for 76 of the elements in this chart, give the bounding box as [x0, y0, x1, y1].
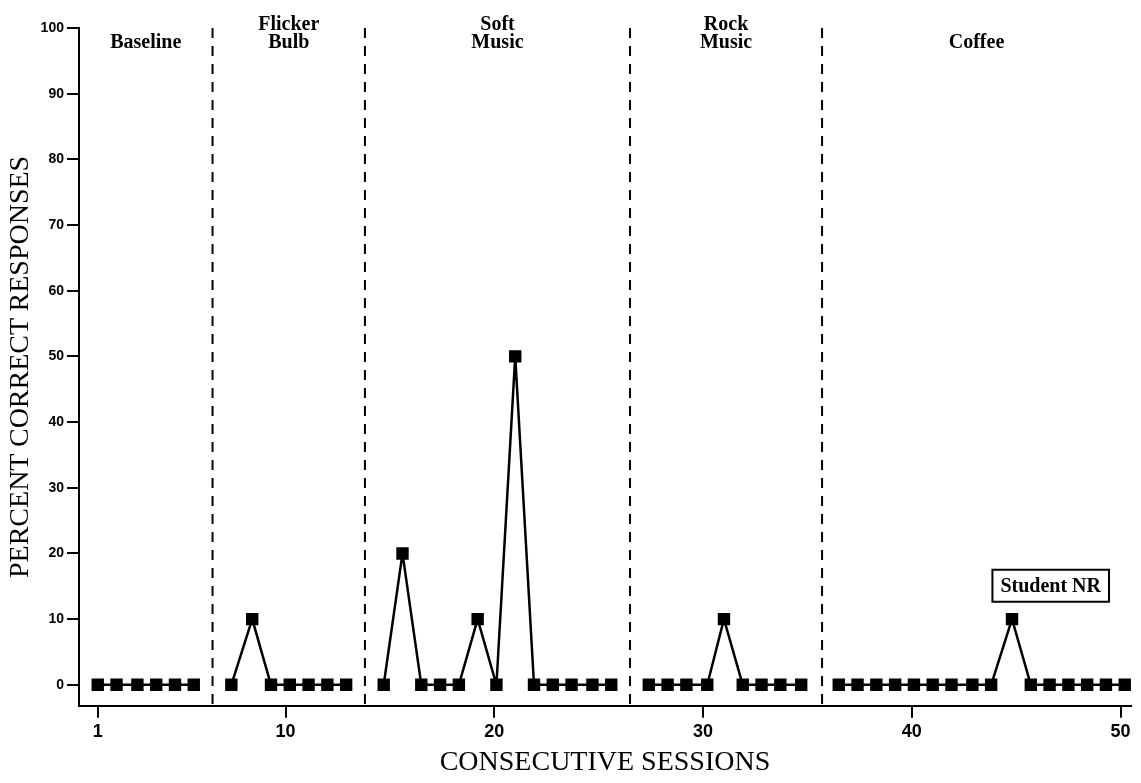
annotation: Rock Music [699, 12, 753, 52]
y-tick-label: 0 [56, 675, 65, 692]
x-tick-label: 40 [901, 720, 922, 741]
point [586, 678, 599, 691]
point [396, 547, 409, 560]
point [755, 678, 768, 691]
point [701, 678, 714, 691]
point [283, 678, 296, 691]
point [1080, 678, 1094, 691]
point [110, 678, 123, 691]
annotation: Baseline [110, 30, 182, 52]
point [717, 612, 731, 626]
point [1043, 678, 1056, 691]
point [91, 678, 104, 691]
point [851, 678, 864, 691]
y-tick-label: 80 [48, 150, 65, 167]
y-tick-label: 20 [48, 544, 65, 561]
point [888, 678, 902, 691]
point [321, 678, 334, 691]
point [415, 678, 428, 691]
point [1118, 678, 1131, 691]
point [302, 678, 315, 691]
point [509, 350, 522, 363]
point [926, 678, 939, 691]
point [966, 678, 979, 691]
x-tick-label: 10 [275, 720, 296, 741]
point [661, 678, 674, 691]
point [736, 678, 749, 691]
y-tick-label: 50 [48, 347, 65, 364]
point [452, 678, 466, 691]
y-tick-label: 30 [48, 478, 65, 495]
point [642, 678, 656, 691]
point [870, 678, 883, 691]
point [945, 678, 958, 691]
x-tick-label: 1 [92, 720, 103, 741]
point [168, 678, 182, 691]
point [1062, 678, 1075, 691]
y-tick-label: 60 [48, 281, 65, 298]
point [832, 678, 845, 691]
annotation: Student NR [1000, 573, 1102, 596]
point [246, 612, 259, 626]
point [264, 678, 278, 691]
point [131, 678, 144, 691]
y-tick-label: 90 [48, 84, 65, 101]
y-tick-label: 40 [48, 412, 65, 429]
point [433, 678, 447, 691]
point [377, 678, 390, 691]
point [794, 678, 808, 691]
point [187, 678, 200, 691]
point [225, 678, 238, 691]
point [984, 678, 998, 691]
y-tick-label: 10 [48, 609, 65, 626]
point [149, 678, 163, 691]
y-axis-title: PERCENT CORRECT RESPONSES [3, 155, 35, 578]
point [1099, 678, 1113, 691]
point [527, 678, 541, 691]
x-tick-label: 50 [1110, 720, 1131, 741]
x-tick-label: 20 [484, 720, 505, 741]
annotation: Coffee [948, 30, 1005, 52]
point [774, 678, 787, 691]
annotation: Soft Music [471, 12, 524, 52]
point [339, 678, 353, 691]
annotation: Flicker Bulb [258, 12, 320, 52]
x-axis-title: CONSECUTIVE SESSIONS [439, 744, 771, 776]
y-tick-label: 100 [40, 18, 65, 35]
point [680, 678, 693, 691]
point [1024, 678, 1038, 691]
point [605, 678, 618, 691]
x-tick-label: 30 [693, 720, 714, 741]
point [490, 678, 503, 691]
point [1005, 612, 1019, 626]
point [471, 612, 484, 626]
point [546, 678, 559, 691]
y-tick-label: 70 [48, 215, 65, 232]
point [907, 678, 921, 691]
point [565, 678, 578, 691]
